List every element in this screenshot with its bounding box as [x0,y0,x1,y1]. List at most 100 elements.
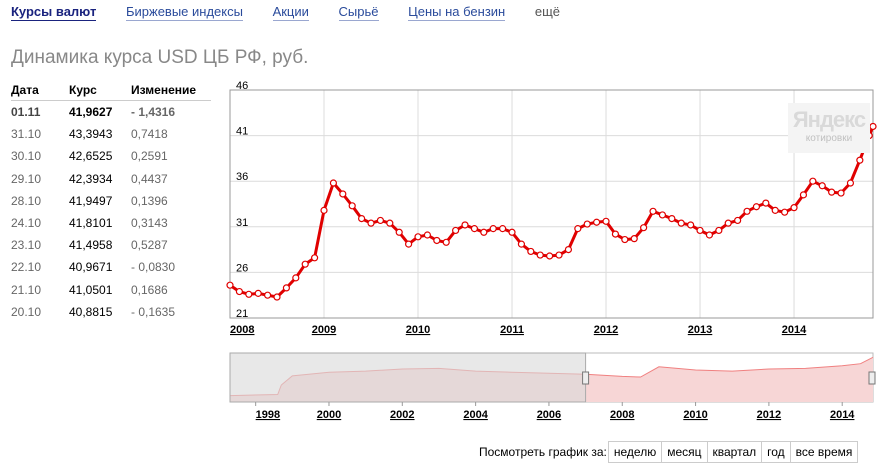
tab-more[interactable]: ещё [534,4,561,19]
rates-table: Дата Курс Изменение 01.11 41,9627 - 1,4316… [11,80,211,323]
cell-rate: 42,6525 [69,149,113,164]
data-point [386,219,394,227]
data-point [235,287,244,296]
data-point [668,214,676,223]
cell-rate: 41,9497 [69,193,113,208]
data-point [649,207,657,215]
navigator-tick-label: 2014 [830,409,855,421]
cell-date: 28.10 [11,193,42,208]
cell-rate: 40,9671 [69,260,113,275]
data-point [226,281,234,289]
cell-change: 0,7418 [131,127,168,142]
data-point [442,238,450,246]
cell-rate: 43,3943 [69,127,113,142]
cell-date: 30.10 [11,149,42,164]
cell-rate: 41,9627 [69,105,113,120]
data-point [508,228,516,236]
plot-frame [229,89,874,319]
period-year-button[interactable]: год [761,441,791,463]
navigator-left-handle[interactable] [582,371,590,385]
data-point [311,254,319,262]
cell-rate: 41,4958 [69,238,113,253]
header-change: Изменение [131,80,211,101]
tab-stock-indexes[interactable]: Биржевые индексы [125,4,243,21]
table-row: 22.10 40,9671 - 0,0830 [11,256,211,278]
tab-currency-rates[interactable]: Курсы валют [11,4,97,21]
data-point [470,225,479,233]
period-month-button[interactable]: месяц [661,441,708,463]
data-point [423,231,432,239]
navigator-tick-label: 1998 [256,409,280,421]
cell-rate: 41,8101 [69,216,113,231]
cell-date: 23.10 [11,238,42,253]
cell-rate: 41,0501 [69,282,113,297]
cell-change: 0,2591 [131,149,168,164]
data-point [480,228,488,236]
data-point [602,217,610,225]
data-point [640,224,648,232]
data-point [630,235,638,243]
tab-commodities[interactable]: Сырьё [338,4,379,21]
navigator-tick-label: 2006 [537,409,561,421]
data-point [856,156,864,164]
cell-date: 29.10 [11,171,42,186]
table-row: 21.10 41,0501 0,1686 [11,279,211,301]
data-point [414,233,422,241]
data-point [687,221,695,229]
data-point [828,188,836,196]
tab-fuel-prices[interactable]: Цены на бензин [408,4,506,21]
navigator-right-handle[interactable] [868,371,876,385]
data-point [781,208,789,216]
x-tick-label: 2012 [594,324,618,336]
cell-date: 01.11 [11,105,41,120]
table-row: 23.10 41,4958 0,5287 [11,234,211,256]
page-title: Динамика курса USD ЦБ РФ, руб. [11,47,309,68]
cell-change: - 0,1635 [131,304,176,319]
y-tick-label: 36 [236,171,248,183]
period-week-button[interactable]: неделю [607,441,663,463]
header-rate: Курс [69,80,131,101]
data-point [621,235,629,244]
data-point [724,219,732,227]
data-point [358,214,366,223]
table-header-row: Дата Курс Изменение [11,80,211,101]
data-point [752,203,761,211]
yandex-logo: Яндекс [792,107,866,132]
period-quarter-button[interactable]: квартал [706,441,763,463]
cell-date: 21.10 [11,282,42,297]
data-point [301,260,309,268]
data-point [254,289,262,297]
data-point [245,290,253,298]
data-point [574,225,582,233]
data-point [734,216,742,225]
cell-change: - 1,4316 [131,105,176,120]
data-point [658,211,667,219]
table-row: 28.10 41,9497 0,1396 [11,190,211,212]
table-row: 01.11 41,9627 - 1,4316 [11,101,211,124]
data-point [771,206,779,214]
x-tick-label: 2008 [230,324,254,336]
data-point [837,189,845,197]
yandex-watermark: Яндекс котировки [788,103,870,153]
data-point [809,177,817,185]
data-point [348,202,356,210]
tabs-bar: Курсы валют Биржевые индексы Акции Сырьё… [11,4,586,24]
navigator-tick-label: 2012 [757,409,781,421]
series-line [229,125,875,299]
x-tick-label: 2014 [782,324,807,336]
cell-date: 22.10 [11,260,42,275]
data-point [677,219,685,227]
data-point [367,219,375,227]
y-tick-label: 31 [236,217,248,229]
data-point [329,179,338,187]
x-tick-label: 2011 [500,324,524,336]
yandex-sub: котировки [805,133,853,144]
cell-date: 24.10 [11,216,42,231]
data-point [292,274,300,282]
data-point [715,226,723,235]
navigator-tick-label: 2004 [463,409,488,421]
period-all-time-button[interactable]: все время [789,441,859,463]
data-point [433,236,441,245]
tab-stocks[interactable]: Акции [272,4,309,21]
data-point [564,246,573,254]
